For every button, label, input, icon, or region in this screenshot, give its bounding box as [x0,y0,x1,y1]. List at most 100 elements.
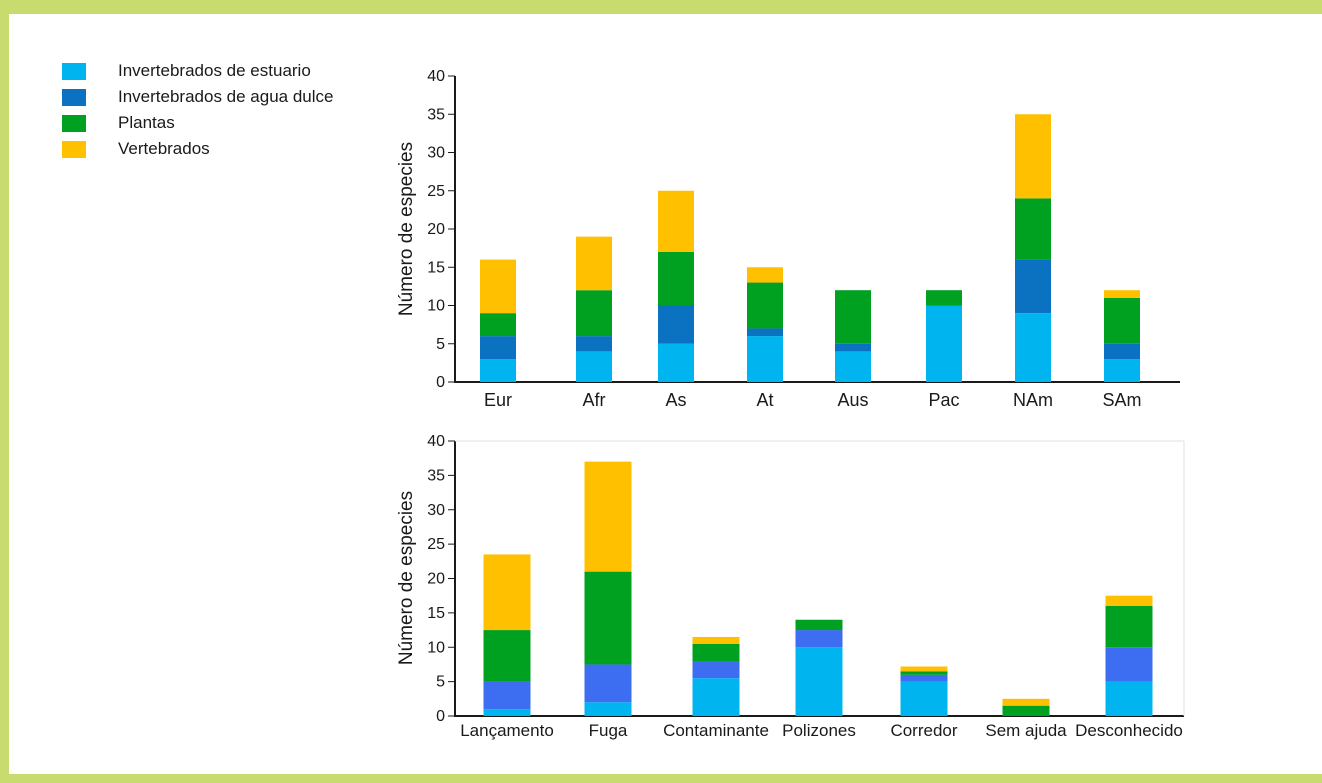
x-tick-label: Afr [582,390,605,410]
bar-segment [1015,198,1051,260]
bar-segment [747,267,783,283]
bar-segment [1015,259,1051,314]
x-tick-label: NAm [1013,390,1053,410]
x-tick-label: Aus [837,390,868,410]
bar-segment [1015,313,1051,382]
y-tick-label: 15 [427,605,445,622]
y-tick-label: 10 [427,298,445,315]
bar-segment [1015,114,1051,199]
x-tick-label: Polizones [782,721,856,740]
bar-segment [795,630,843,648]
y-axis-label: Número de especies [396,491,417,665]
bar-segment [1104,343,1140,360]
bar-segment [1105,595,1153,606]
y-axis-label: Número de especies [396,142,417,316]
bar-segment [480,313,516,337]
bar-segment [835,290,871,344]
bar-segment [658,190,694,252]
bar-segment [1104,297,1140,344]
x-tick-label: Pac [928,390,959,410]
bar-segment [835,343,871,352]
bar-segment [900,674,948,682]
legend-item-agua-dulce: Invertebrados de agua dulce [62,84,334,110]
bar-segment [483,554,531,631]
bar-segment [576,290,612,337]
bar-segment [1105,647,1153,682]
y-tick-label: 0 [436,374,445,391]
y-tick-label: 30 [427,145,445,162]
x-tick-label: SAm [1102,390,1141,410]
y-tick-label: 20 [427,571,445,588]
y-tick-label: 20 [427,221,445,238]
bar-segment [483,630,531,682]
bar-segment [900,666,948,672]
bar-segment [795,647,843,716]
bar-segment [747,336,783,382]
y-tick-label: 35 [427,106,445,123]
x-tick-label: Fuga [589,721,628,740]
bar-segment [1105,606,1153,648]
y-tick-label: 25 [427,536,445,553]
bar-segment [483,709,531,716]
bar-segment [480,336,516,360]
chart-by-region: 0 5 10 15 20 25 30 35 40 Número de especies Eur Afr… [396,68,1180,410]
x-tick-label: Corredor [890,721,957,740]
bar-segment [835,351,871,382]
y-tick-label: 35 [427,467,445,484]
bar-segment [747,328,783,337]
bar-segment [584,571,632,665]
legend-swatch-estuario [62,62,86,80]
y-tick-label: 15 [427,259,445,276]
legend-label-agua-dulce: Invertebrados de agua dulce [118,87,334,106]
legend: Invertebrados de estuario Invertebrados … [62,58,334,162]
bar-segment [692,636,740,644]
bar-segment [747,282,783,329]
bar-segment [900,671,948,675]
bar-segment [658,343,694,382]
y-tick-label: 40 [427,68,445,85]
bar-segment [584,461,632,572]
legend-item-vertebrados: Vertebrados [62,136,334,162]
y-tick-label: 5 [436,336,445,353]
bar-segment [692,661,740,679]
legend-label-vertebrados: Vertebrados [118,139,210,158]
legend-label-estuario: Invertebrados de estuario [118,61,311,80]
bar-segment [926,290,962,306]
y-tick-label: 0 [436,708,445,725]
bar-segment [692,643,740,661]
y-tick-label: 5 [436,674,445,691]
x-tick-label: Lançamento [460,721,554,740]
x-tick-label: Contaminante [663,721,769,740]
bar-segment [483,681,531,710]
y-tick-label: 25 [427,183,445,200]
bar-segment [480,259,516,314]
bar-segment [900,681,948,716]
bar-segment [584,664,632,703]
legend-item-estuario: Invertebrados de estuario [62,58,334,84]
legend-swatch-vertebrados [62,140,86,158]
legend-label-plantas: Plantas [118,113,175,132]
bar-segment [1002,705,1050,716]
bar-segment [1002,698,1050,706]
x-tick-label: At [756,390,773,410]
x-tick-label: Eur [484,390,512,410]
bar-segment [480,359,516,382]
legend-swatch-agua-dulce [62,88,86,106]
bar-segment [576,236,612,291]
legend-item-plantas: Plantas [62,110,334,136]
y-tick-label: 40 [427,433,445,450]
x-tick-label: As [665,390,686,410]
bar-segment [1104,290,1140,298]
y-tick-label: 30 [427,502,445,519]
bar-segment [1104,359,1140,382]
y-tick-label: 10 [427,639,445,656]
x-tick-label: Sem ajuda [985,721,1067,740]
bar-segment [795,619,843,631]
chart-by-pathway: 0 5 10 15 20 25 30 35 40 Número de especies Lançam… [396,433,1185,740]
bar-segment [584,702,632,716]
x-tick-label: Desconhecido [1075,721,1183,740]
bar-segment [926,305,962,382]
bar-segment [576,351,612,382]
